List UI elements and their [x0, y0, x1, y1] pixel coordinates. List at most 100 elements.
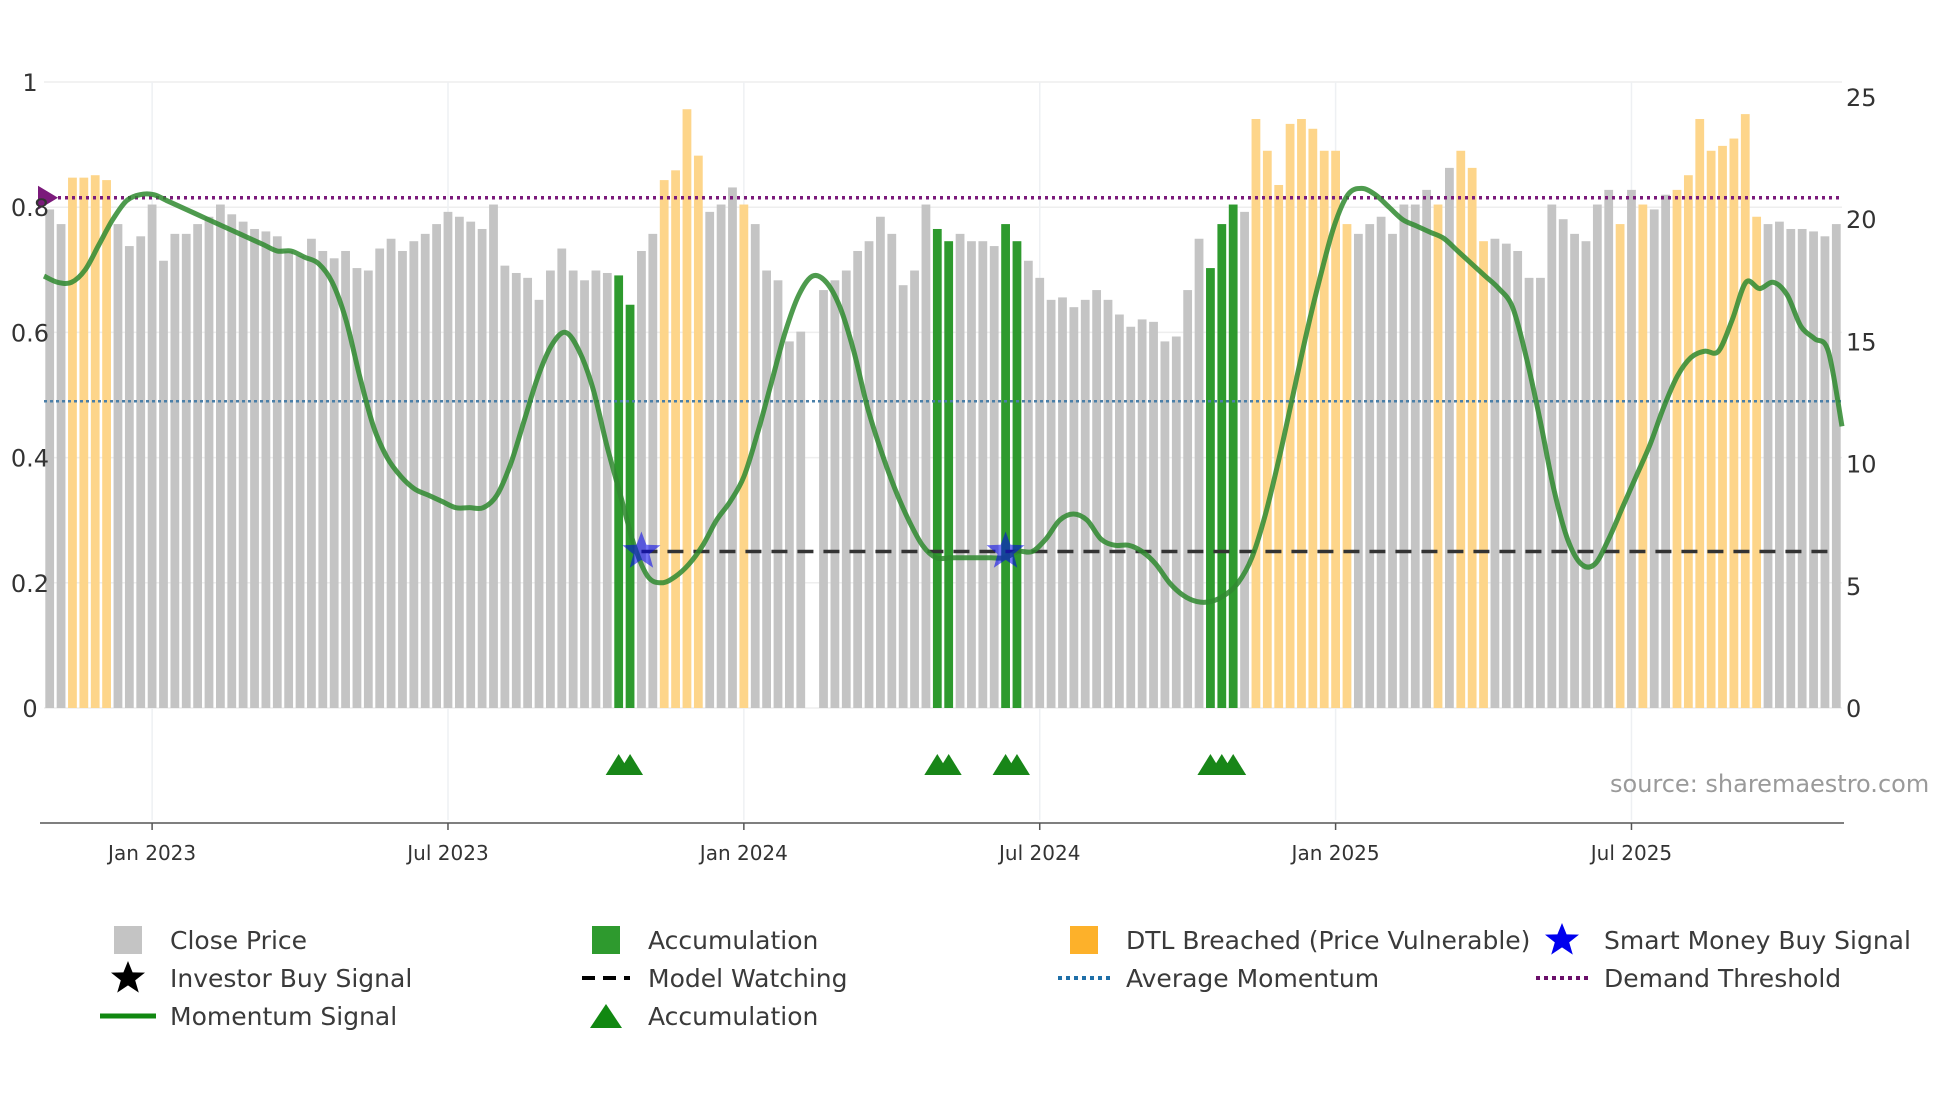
- close-price-bar: [1126, 326, 1136, 708]
- close-price-bar: [728, 187, 737, 709]
- close-price-bar: [443, 211, 453, 709]
- close-price-bar: [853, 250, 863, 709]
- dtl-breached-bar: [1672, 189, 1682, 708]
- close-price-bar: [1820, 236, 1830, 709]
- dtl-breached-bar: [671, 170, 680, 708]
- close-price-bar: [1023, 260, 1033, 708]
- accumulation-bar: [625, 304, 635, 708]
- close-price-bar: [784, 341, 794, 708]
- close-price-bar: [864, 241, 874, 709]
- black-star-icon: [111, 961, 145, 993]
- close-price-bar: [159, 260, 168, 708]
- demand-threshold-marker: [38, 185, 58, 210]
- dtl-breached-bar: [693, 155, 703, 708]
- close-price-bar: [1524, 277, 1534, 708]
- legend-accumulation-bar[interactable]: Accumulation: [592, 926, 818, 955]
- close-price-bar: [637, 250, 646, 709]
- close-price-bar: [1661, 194, 1671, 708]
- legend-demand-threshold[interactable]: Demand Threshold: [1536, 964, 1841, 993]
- close-price-bar: [1649, 209, 1659, 708]
- dtl-breached-bar: [102, 180, 111, 708]
- close-price-bar: [1058, 297, 1067, 708]
- close-price-bar: [238, 221, 248, 709]
- source-watermark: source: sharemaestro.com: [1610, 770, 1930, 798]
- close-price-bar: [307, 238, 316, 708]
- dtl-breached-bar: [739, 204, 749, 708]
- close-price-bar: [1365, 224, 1375, 708]
- x-axis-tick-label: Jul 2024: [997, 841, 1080, 865]
- close-price-bar: [1194, 238, 1204, 708]
- dtl-breached-bar: [1308, 128, 1318, 709]
- x-axis-tick-label: Jan 2024: [698, 841, 788, 865]
- legend-average-momentum[interactable]: Average Momentum: [1058, 964, 1379, 993]
- close-price-bar: [147, 204, 157, 708]
- close-price-bar: [1103, 299, 1113, 708]
- dtl-breached-bar: [1319, 150, 1329, 708]
- close-price-bar: [546, 270, 555, 708]
- close-price-bar: [1627, 189, 1636, 708]
- close-price-bar: [489, 204, 498, 708]
- close-price-bar: [887, 233, 897, 708]
- right-axis-tick-label: 5: [1846, 573, 1861, 601]
- legend-dtl-breached[interactable]: DTL Breached (Price Vulnerable): [1070, 926, 1530, 955]
- accumulation-bar: [1012, 241, 1022, 709]
- x-axis-tick-label: Jan 2023: [106, 841, 196, 865]
- dtl-breached-bar: [1297, 118, 1306, 709]
- dashed-line-icon: [582, 976, 630, 980]
- dtl-breached-bar: [1342, 224, 1352, 708]
- close-price-bar: [375, 248, 385, 708]
- close-price-bar: [955, 233, 965, 708]
- close-price-bar: [557, 248, 567, 708]
- close-price-bar: [898, 285, 908, 708]
- close-price-bar: [762, 270, 772, 708]
- dtl-breached-bar: [1479, 241, 1488, 709]
- close-price-bar: [420, 233, 430, 708]
- legend-model-watching[interactable]: Model Watching: [582, 964, 848, 993]
- close-price-bar: [1536, 277, 1545, 708]
- close-price-bar: [1183, 290, 1193, 708]
- accumulation-bar: [1217, 224, 1227, 708]
- close-price-bar: [124, 246, 134, 709]
- momentum-signal-line: [42, 185, 1845, 605]
- close-price-bar: [250, 228, 259, 708]
- close-price-bar: [227, 214, 237, 708]
- legend-smart-money[interactable]: Smart Money Buy Signal: [1545, 923, 1911, 955]
- close-price-bar: [193, 224, 203, 708]
- close-price-bar: [568, 270, 578, 708]
- left-axis-tick-label: 1: [22, 69, 37, 97]
- dtl-breached-bar: [1456, 150, 1466, 708]
- close-price-bar: [284, 250, 294, 709]
- close-price-bar: [1445, 167, 1454, 709]
- close-price-bar: [204, 216, 214, 709]
- right-axis-tick-label: 10: [1846, 451, 1877, 479]
- legend-momentum-signal[interactable]: Momentum Signal: [100, 1002, 397, 1031]
- x-axis-tick-label: Jul 2023: [405, 841, 488, 865]
- close-price-bar: [1035, 277, 1045, 708]
- close-price-bar: [1069, 307, 1079, 708]
- legend-accumulation-triangle[interactable]: Accumulation: [590, 1002, 818, 1031]
- dtl-breached-bar: [1433, 204, 1443, 708]
- close-price-bar: [773, 280, 783, 708]
- close-price-bar: [921, 204, 931, 708]
- close-price-bar: [1422, 189, 1432, 708]
- dtl-breached-bar: [90, 175, 100, 708]
- close-price-bar: [1410, 204, 1420, 708]
- close-price-bar: [432, 224, 441, 708]
- legend-close-price[interactable]: Close Price: [114, 926, 307, 955]
- right-axis-tick-label: 0: [1846, 695, 1861, 723]
- close-price-bar: [1501, 243, 1511, 708]
- close-price-bar: [910, 270, 919, 708]
- close-price-bar: [1160, 341, 1170, 708]
- close-price-bar: [1046, 299, 1056, 708]
- close-price-bar: [386, 238, 396, 708]
- dtl-swatch-icon: [1070, 926, 1098, 954]
- legend-investor-buy[interactable]: Investor Buy Signal: [111, 961, 412, 993]
- close-price-bar: [989, 246, 999, 709]
- close-price-swatch-icon: [114, 926, 142, 954]
- dtl-breached-bar: [1729, 138, 1739, 709]
- close-price-bar: [1786, 228, 1796, 708]
- close-price-bar: [409, 241, 419, 709]
- dtl-breached-bar: [1718, 145, 1727, 708]
- accumulation-triangle-icon: [935, 754, 962, 775]
